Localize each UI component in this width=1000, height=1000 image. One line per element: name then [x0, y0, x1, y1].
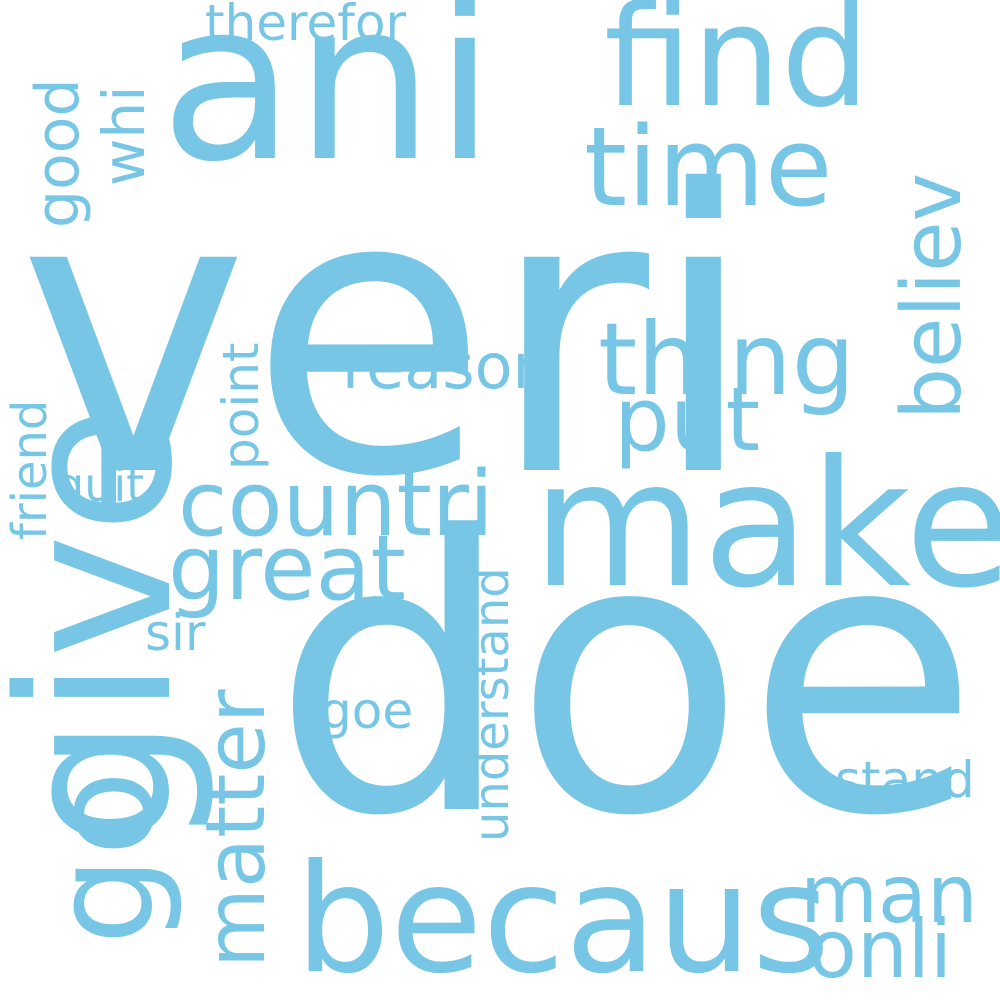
word-thing: thing: [598, 301, 856, 418]
word-ani: ani: [160, 0, 496, 210]
word-goe: goe: [320, 682, 414, 740]
word-friend: friend: [2, 399, 58, 540]
word-man: man: [800, 848, 978, 941]
word-stand: stand: [835, 751, 975, 809]
word-onli: onli: [808, 903, 953, 996]
word-find: find: [604, 0, 870, 139]
word-time: time: [584, 103, 833, 231]
word-understand: understand: [464, 567, 520, 842]
word-whi: whi: [90, 85, 158, 186]
word-put: put: [614, 368, 761, 471]
word-make: make: [532, 424, 1000, 627]
word-believ: believ: [885, 172, 980, 420]
word-point: point: [212, 342, 270, 470]
word-doe: doe: [272, 456, 980, 899]
word-becaus: becaus: [295, 833, 831, 1000]
word-therefor: therefor: [205, 0, 407, 52]
word-reason: reason: [342, 330, 552, 403]
word-good: good: [23, 78, 93, 228]
word-countri: countri: [178, 452, 494, 557]
word-great: great: [168, 516, 406, 621]
word-go: go: [23, 770, 186, 945]
word-quit: quit: [55, 458, 145, 512]
word-veri: veri: [18, 108, 758, 562]
word-sir: sir: [145, 604, 206, 662]
word-matter: matter: [189, 689, 284, 968]
